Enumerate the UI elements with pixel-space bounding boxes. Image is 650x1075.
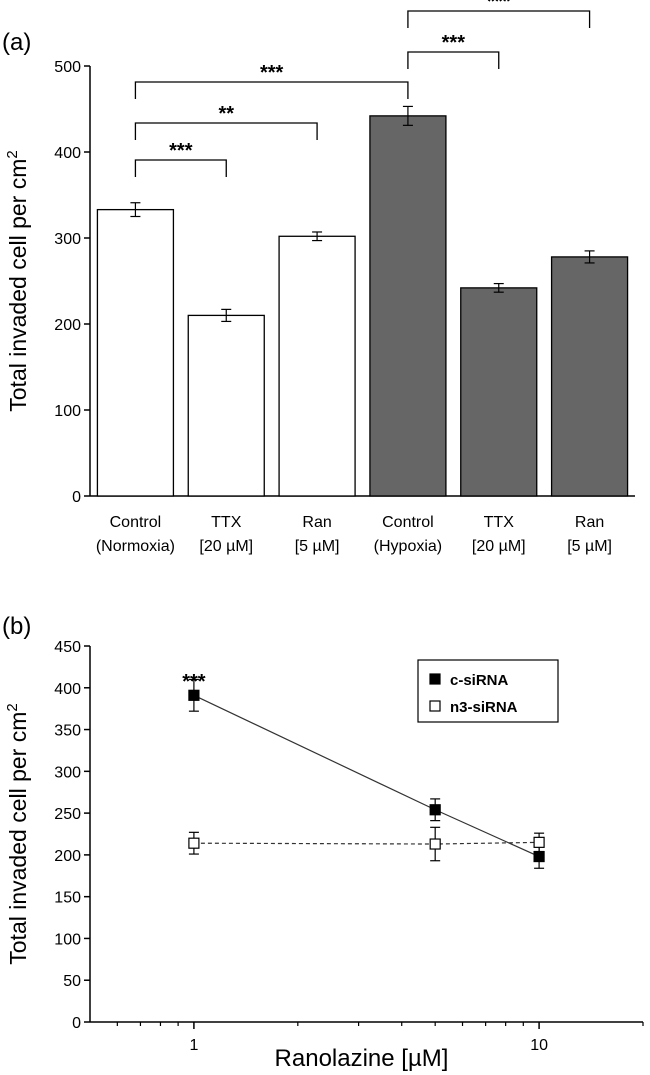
- category-label: [20 µM]: [472, 538, 526, 555]
- bar: [96, 208, 175, 497]
- category-label: TTX: [211, 514, 242, 531]
- significance-bracket: [407, 51, 500, 69]
- y-tick-label-a: 200: [54, 317, 81, 334]
- y-tick-label-b: 0: [72, 1015, 81, 1032]
- y-tick-label-b: 300: [54, 764, 81, 781]
- y-axis-label-a-text: Total invaded cell per cm: [5, 159, 31, 412]
- significance-bracket: [134, 122, 318, 140]
- legend-box: [417, 659, 559, 723]
- x-tick-label-b: 1: [189, 1037, 198, 1054]
- data-point: [429, 838, 441, 850]
- legend-label: n3-siRNA: [450, 699, 518, 716]
- category-label: [5 µM]: [567, 538, 612, 555]
- y-tick-label-a: 400: [54, 145, 81, 162]
- significance-label: ***: [487, 0, 511, 13]
- significance-label: ***: [442, 32, 466, 54]
- y-tick-label-a: 0: [72, 489, 81, 506]
- annotation-b: ***: [182, 671, 206, 693]
- data-point: [533, 836, 545, 848]
- y-tick-label-b: 450: [54, 639, 81, 656]
- category-label: Ran: [575, 514, 604, 531]
- significance-label: ***: [260, 62, 284, 84]
- significance-label: ***: [169, 140, 193, 162]
- y-tick-label-a: 500: [54, 59, 81, 76]
- y-axis-label-b-sup: 2: [4, 703, 21, 711]
- y-axis-label-b: Total invaded cell per cm2: [4, 703, 31, 964]
- y-axis-label-b-text: Total invaded cell per cm: [5, 712, 31, 965]
- category-label: (Normoxia): [96, 538, 175, 555]
- significance-bracket: [134, 81, 409, 99]
- series-line: [193, 841, 540, 845]
- y-tick-label-b: 50: [63, 973, 81, 990]
- y-tick-label-b: 150: [54, 890, 81, 907]
- x-tick-label-b: 10: [530, 1037, 548, 1054]
- data-point: [533, 850, 545, 863]
- y-tick-label-a: 300: [54, 231, 81, 248]
- legend-label: c-siRNA: [450, 672, 509, 689]
- bar: [187, 314, 265, 497]
- significance-bracket: [407, 10, 591, 28]
- x-axis-label-b: Ranolazine [µM]: [275, 1045, 449, 1072]
- significance-bracket: [134, 159, 227, 177]
- bar: [460, 287, 538, 497]
- bar: [550, 256, 629, 497]
- significance-label: **: [218, 103, 234, 125]
- bar: [369, 115, 447, 497]
- category-label: [5 µM]: [295, 538, 340, 555]
- category-label: [20 µM]: [199, 538, 253, 555]
- data-point: [188, 837, 200, 849]
- legend-marker: [429, 673, 441, 685]
- category-label: Control: [382, 514, 434, 531]
- bar: [278, 235, 356, 497]
- category-label: Control: [110, 514, 162, 531]
- data-point: [188, 689, 200, 701]
- data-point: [429, 804, 441, 816]
- category-label: TTX: [484, 514, 515, 531]
- y-tick-label-b: 350: [54, 723, 81, 740]
- y-tick-label-b: 100: [54, 931, 81, 948]
- y-tick-label-b: 250: [54, 806, 81, 823]
- panel-label-b: (b): [2, 613, 31, 640]
- category-label: (Hypoxia): [374, 538, 442, 555]
- y-tick-label-b: 200: [54, 848, 81, 865]
- y-axis-label-a-sup: 2: [4, 150, 21, 158]
- legend-marker: [429, 700, 441, 712]
- y-tick-label-a: 100: [54, 403, 81, 420]
- y-axis-label-a: Total invaded cell per cm2: [4, 150, 31, 411]
- y-tick-label-b: 400: [54, 681, 81, 698]
- category-label: Ran: [302, 514, 331, 531]
- panel-label-a: (a): [2, 29, 31, 56]
